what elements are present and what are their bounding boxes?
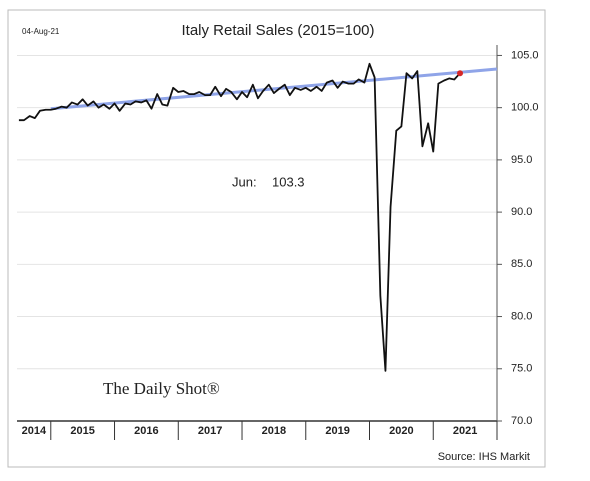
chart-frame: [7, 9, 546, 468]
x-tick-label: 2014: [22, 425, 47, 437]
x-tick-label: 2021: [453, 425, 477, 437]
branding: The Daily Shot®: [103, 379, 220, 398]
y-tick-label: 80.0: [511, 310, 532, 322]
y-tick-label: 95.0: [511, 154, 532, 166]
y-tick-label: 70.0: [511, 415, 532, 427]
latest-point: [457, 70, 464, 77]
y-tick-label: 100.0: [511, 102, 539, 114]
annotation-label: Jun:: [232, 174, 257, 189]
x-tick-label: 2017: [198, 425, 222, 437]
annotation-value: 103.3: [272, 174, 305, 189]
y-tick-label: 90.0: [511, 206, 532, 218]
series-line: [18, 62, 461, 372]
y-tick-label: 105.0: [511, 49, 539, 61]
y-tick-label: 85.0: [511, 258, 532, 270]
chart-title: Italy Retail Sales (2015=100): [181, 22, 374, 39]
date-stamp: 04-Aug-21: [22, 27, 60, 36]
x-tick-label: 2020: [389, 425, 413, 437]
x-tick-label: 2016: [134, 425, 158, 437]
trend-line: [50, 67, 498, 111]
y-tick-label: 75.0: [511, 363, 532, 375]
x-tick-label: 2015: [70, 425, 94, 437]
source: Source: IHS Markit: [438, 451, 530, 463]
x-tick-label: 2019: [325, 425, 349, 437]
x-tick-label: 2018: [262, 425, 286, 437]
